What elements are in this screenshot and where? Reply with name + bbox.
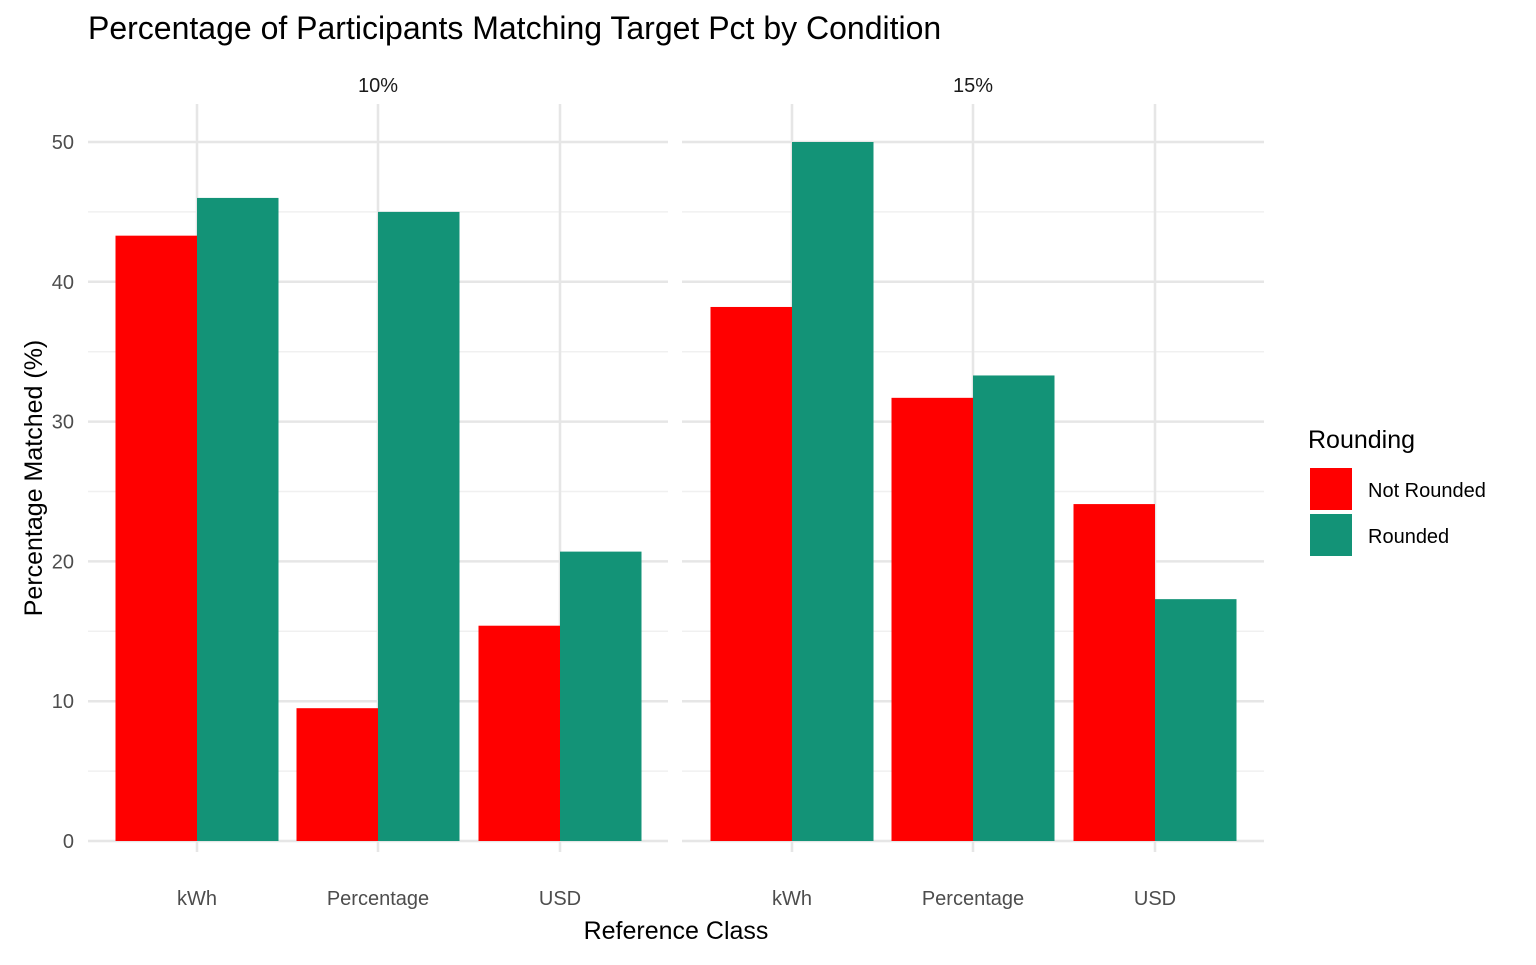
legend-title: Rounding <box>1308 426 1415 454</box>
bar-rounded <box>560 551 642 841</box>
facet-strip-label: 10% <box>358 75 398 97</box>
legend-key-not-rounded <box>1310 468 1352 510</box>
legend-label: Not Rounded <box>1368 480 1486 502</box>
bar-rounded <box>1155 599 1237 841</box>
chart-title: Percentage of Participants Matching Targ… <box>88 10 941 46</box>
x-tick-label: USD <box>1134 888 1176 910</box>
x-tick-label: USD <box>539 888 581 910</box>
y-axis-ticks: 0 10 20 30 40 50 <box>52 132 74 853</box>
x-tick-label: kWh <box>177 888 217 910</box>
x-tick-label: kWh <box>772 888 812 910</box>
facet-strip-label: 15% <box>953 75 993 97</box>
facet-panel: 10% kWh Percentage USD <box>88 75 668 910</box>
facet-panel: 15% kWh Percentage USD <box>682 75 1264 910</box>
y-axis-title: Percentage Matched (%) <box>20 340 48 617</box>
bar-not-rounded <box>478 625 560 841</box>
legend: Rounding Not Rounded Rounded <box>1308 426 1486 556</box>
y-tick-label: 0 <box>63 831 74 853</box>
facet-panels: 10% kWh Percentage USD 15% kWh Percentage USD <box>88 75 1264 910</box>
legend-key-rounded <box>1310 514 1352 556</box>
bar-not-rounded <box>1073 504 1155 841</box>
y-tick-label: 10 <box>52 691 74 713</box>
bar-not-rounded <box>296 708 378 841</box>
x-tick-label: Percentage <box>922 888 1024 910</box>
bar-rounded <box>197 197 279 842</box>
y-tick-label: 40 <box>52 272 74 294</box>
bar-rounded <box>973 375 1055 841</box>
bar-rounded <box>378 211 460 841</box>
x-tick-label: Percentage <box>327 888 429 910</box>
legend-label: Rounded <box>1368 526 1449 548</box>
y-tick-label: 20 <box>52 551 74 573</box>
bar-not-rounded <box>891 397 973 841</box>
y-tick-label: 50 <box>52 132 74 154</box>
bar-not-rounded <box>710 306 792 841</box>
x-axis-title: Reference Class <box>584 917 769 945</box>
bar-rounded <box>792 142 874 841</box>
y-tick-label: 30 <box>52 412 74 434</box>
bar-not-rounded <box>115 235 197 841</box>
